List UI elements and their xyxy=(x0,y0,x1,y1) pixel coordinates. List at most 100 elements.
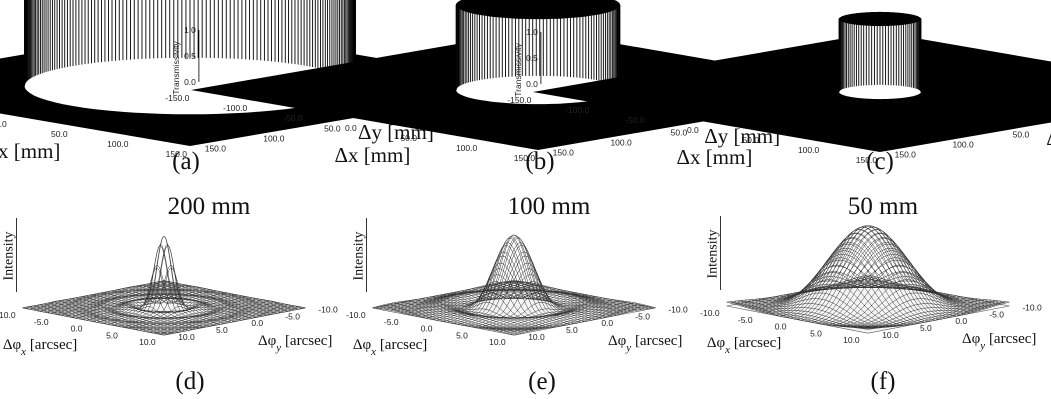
psf-mesh-line xyxy=(86,267,228,324)
psf-mesh-line xyxy=(836,286,978,327)
y-tick-label: 10.0 xyxy=(528,332,545,342)
z-axis-label: Intensity xyxy=(351,232,366,281)
psf-mesh-line xyxy=(499,303,642,332)
psf-mesh-line xyxy=(407,300,550,329)
x-tick-label: 5.0 xyxy=(810,328,822,338)
y-tick-label: 10.0 xyxy=(178,332,195,342)
y-tick-label: 50.0 xyxy=(1013,130,1030,140)
x-tick-label: 10.0 xyxy=(843,335,860,345)
x-tick-label: 100.0 xyxy=(107,139,129,149)
y-tick-label: 10.0 xyxy=(882,330,899,340)
psf-mesh-line xyxy=(492,302,635,331)
x-tick-label: -150.0 xyxy=(165,93,189,103)
panel-caption: (d) xyxy=(175,368,204,395)
psf-mesh-line xyxy=(397,301,539,330)
z-tick-label: 0.5 xyxy=(526,53,538,63)
y-tick-label: -10.0 xyxy=(668,305,688,315)
psf-mesh-line xyxy=(496,303,638,331)
y-tick-label: 50.0 xyxy=(324,124,341,134)
psf-mesh-line xyxy=(797,225,939,320)
z-axis-label: Intensity xyxy=(705,230,720,279)
psf-mesh-line xyxy=(64,299,207,328)
panel-caption: (a) xyxy=(172,148,200,175)
psf-mesh-line xyxy=(829,272,971,326)
psf-mesh-line xyxy=(47,302,189,331)
z-tick-label: 1.0 xyxy=(526,27,538,37)
z-axis-label: Intensity xyxy=(1,232,16,281)
bottom-panel-3: Intensity -10.0 -5.0 0.0 5.0 10.0 -10.0 -5.0 0.0… xyxy=(700,216,1042,395)
y-tick-label: 5.0 xyxy=(920,323,932,333)
psf-mesh-line xyxy=(510,306,653,335)
y-tick-label: -5.0 xyxy=(989,309,1004,319)
z-tick-label: 1.0 xyxy=(184,25,196,35)
psf-mesh-line xyxy=(737,300,879,329)
z-tick-label: 0.0 xyxy=(526,79,538,89)
psf-mesh-line xyxy=(804,229,946,322)
psf-mesh-line xyxy=(432,255,575,324)
x-tick-label: -150.0 xyxy=(507,95,531,105)
psf-mesh-line xyxy=(783,238,925,323)
psf-mesh-line xyxy=(103,291,246,324)
psf-mesh-line xyxy=(82,291,225,324)
psf-mesh-line xyxy=(765,272,907,326)
psf-mesh-line xyxy=(475,299,617,328)
psf-mesh-line xyxy=(110,297,253,326)
psf-mesh-line xyxy=(747,299,890,328)
psf-mesh-line xyxy=(857,300,999,329)
y-tick-label: -5.0 xyxy=(285,311,300,321)
psf-mesh-line xyxy=(79,296,221,325)
psf-mesh-line xyxy=(825,264,968,325)
psf-mesh-line xyxy=(117,298,260,327)
psf-mesh-line xyxy=(379,305,522,334)
psf-mesh-line xyxy=(40,304,182,333)
psf-mesh-line xyxy=(864,301,1007,330)
psf-mesh-line xyxy=(839,292,982,327)
psf-mesh-line xyxy=(478,300,621,329)
psf-mesh-line xyxy=(471,299,614,327)
x-tick-label: 0.0 xyxy=(0,119,7,129)
y-axis-label: Δφy [arcsec] xyxy=(962,331,1036,352)
psf-mesh-line xyxy=(153,305,295,334)
y-tick-label: 0.0 xyxy=(251,318,263,328)
x-tick-label: 0.0 xyxy=(775,322,787,332)
x-axis-label: Δx [mm] xyxy=(0,139,60,163)
y-tick-label: 100.0 xyxy=(263,134,285,144)
z-tick-label: 0.5 xyxy=(184,51,196,61)
y-tick-label: -5.0 xyxy=(635,311,650,321)
psf-mesh-line xyxy=(421,292,564,326)
psf-mesh-line xyxy=(453,255,596,324)
psf-mesh-line xyxy=(811,238,953,323)
psf-mesh-line xyxy=(146,304,288,333)
psf-mesh-line xyxy=(50,302,193,330)
x-axis-label: Δx [mm] xyxy=(334,143,410,167)
psf-mesh-line xyxy=(503,304,645,333)
z-tick-label: 0.0 xyxy=(184,77,196,87)
y-tick-label: 100.0 xyxy=(952,140,974,150)
x-tick-label: -10.0 xyxy=(346,310,366,320)
psf-mesh-line xyxy=(375,306,518,335)
psf-mesh-line xyxy=(68,298,211,327)
psf-mesh-line xyxy=(139,302,281,331)
psf-mesh-line xyxy=(163,307,306,336)
psf-mesh-line xyxy=(114,298,257,326)
x-tick-label: -100.0 xyxy=(223,103,247,113)
x-tick-label: -50.0 xyxy=(625,115,645,125)
psf-mesh-line xyxy=(832,279,975,326)
y-axis-label: Δφy [arcsec] xyxy=(258,333,332,354)
psf-mesh-line xyxy=(751,298,893,327)
psf-mesh-line xyxy=(729,301,872,330)
z-axis-label: Transmissivity xyxy=(171,40,181,94)
psf-mesh-line xyxy=(457,268,599,325)
psf-mesh-line xyxy=(860,300,1003,329)
psf-mesh-line xyxy=(411,299,553,328)
panel-caption: (c) xyxy=(866,148,894,175)
psf-mesh-line xyxy=(807,233,950,322)
panel-caption: (e) xyxy=(528,368,556,395)
psf-mesh-line xyxy=(135,302,278,330)
y-tick-label: 150.0 xyxy=(895,150,917,160)
psf-mesh-line xyxy=(107,296,249,325)
x-tick-label: 10.0 xyxy=(139,337,156,347)
psf-mesh-line xyxy=(121,299,264,328)
x-tick-label: 10.0 xyxy=(489,337,506,347)
y-tick-label: -10.0 xyxy=(1022,303,1042,313)
